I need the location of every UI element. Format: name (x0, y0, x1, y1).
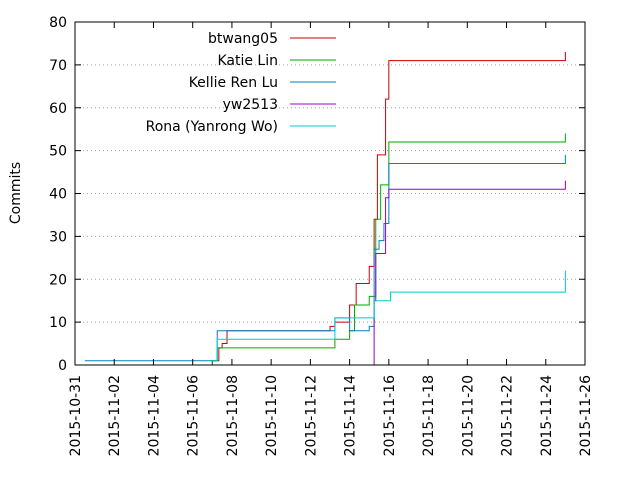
y-tick-label: 60 (49, 101, 67, 117)
x-tick-label: 2015-10-31 (68, 375, 84, 456)
y-tick-label: 0 (58, 358, 67, 374)
x-tick-label: 2015-11-12 (303, 375, 319, 456)
legend: btwang05 Katie Lin Kellie Ren Lu yw2513 Rona… (146, 31, 336, 135)
y-tick-label: 70 (49, 58, 67, 74)
x-tick-label: 2015-11-26 (578, 375, 594, 456)
x-tick-label: 2015-11-18 (421, 375, 437, 456)
series-line-4 (212, 270, 566, 362)
y-tick-label: 80 (49, 15, 67, 31)
x-tick-label: 2015-11-02 (107, 375, 123, 456)
series-line-0 (94, 52, 566, 366)
x-tick-label: 2015-11-20 (460, 375, 476, 456)
y-tick-label: 30 (49, 229, 67, 245)
legend-label: Rona (Yanrong Wo) (146, 119, 278, 135)
legend-label: btwang05 (208, 31, 278, 47)
x-tick-label: 2015-11-06 (186, 375, 202, 456)
series-line-3 (369, 180, 566, 366)
x-tick-label: 2015-11-10 (264, 375, 280, 456)
grid-layer (75, 64, 585, 323)
series-layer (84, 52, 566, 366)
x-tick-label: 2015-11-24 (539, 375, 555, 456)
x-tick-label: 2015-11-04 (146, 375, 162, 456)
x-tick-label: 2015-11-08 (225, 375, 241, 456)
ticks-layer: 0 10 20 30 40 50 60 70 80 2015-10-31 2015-11-02 201… (49, 15, 594, 456)
legend-label: yw2513 (223, 97, 278, 113)
y-tick-label: 40 (49, 187, 67, 203)
x-tick-label: 2015-11-22 (500, 375, 516, 456)
x-tick-label: 2015-11-16 (382, 375, 398, 456)
y-tick-label: 20 (49, 272, 67, 288)
legend-label: Katie Lin (217, 53, 278, 69)
y-tick-label: 50 (49, 144, 67, 160)
y-tick-label: 10 (49, 315, 67, 331)
x-tick-label: 2015-11-14 (343, 375, 359, 456)
y-axis-title: Commits (8, 162, 24, 224)
series-line-2 (84, 154, 566, 362)
legend-label: Kellie Ren Lu (189, 75, 278, 91)
